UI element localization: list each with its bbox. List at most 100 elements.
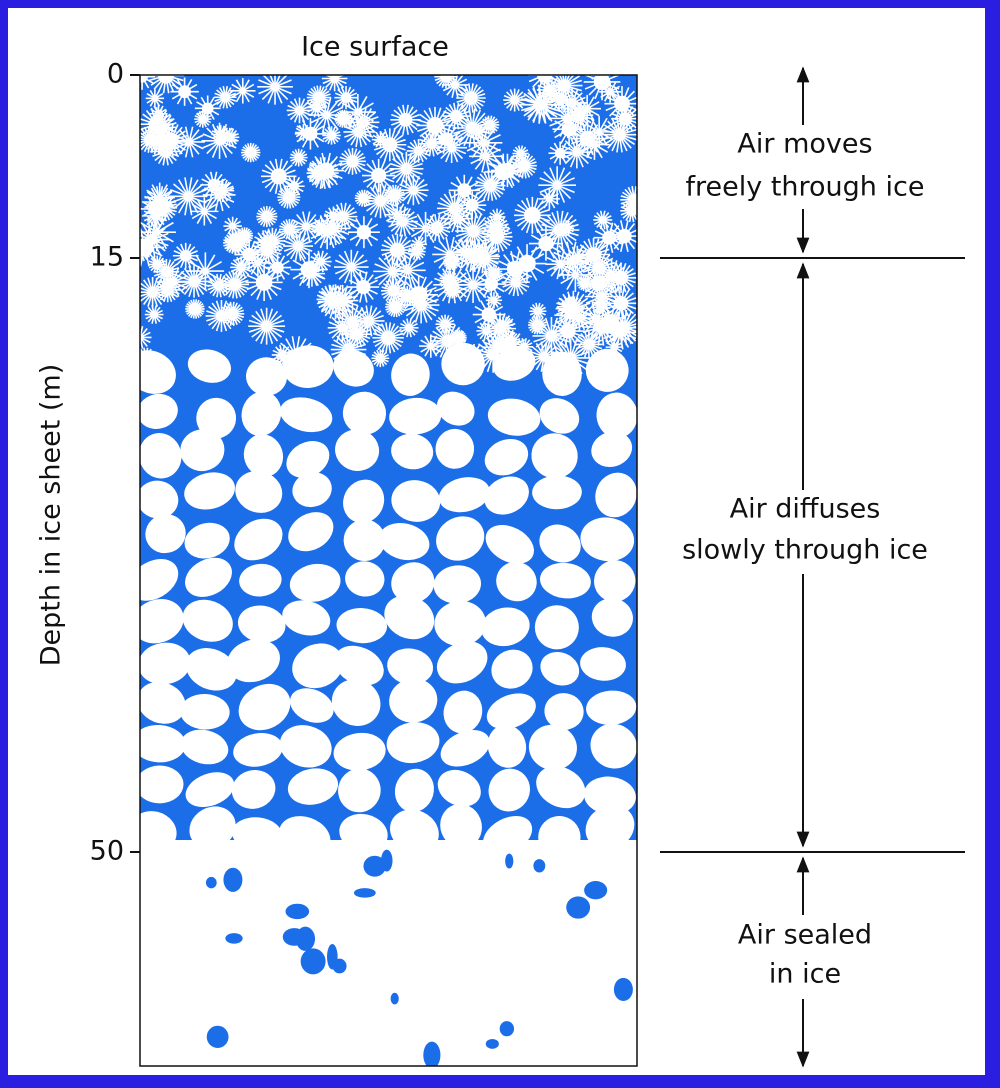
snowflake xyxy=(295,124,312,141)
snowflake xyxy=(289,148,308,167)
grain xyxy=(436,391,475,426)
snowflake xyxy=(546,75,583,104)
snowflake xyxy=(579,301,613,336)
grain xyxy=(145,514,186,554)
grain xyxy=(234,518,283,561)
snowflake xyxy=(584,279,620,314)
snowflake xyxy=(474,170,506,201)
snow-core xyxy=(271,261,284,274)
snowflake xyxy=(343,320,371,348)
snowflake xyxy=(409,211,443,245)
grain xyxy=(180,729,229,765)
snow-core xyxy=(524,207,541,224)
snowflake xyxy=(387,206,418,237)
grain xyxy=(140,599,184,644)
grain xyxy=(331,679,381,726)
snow-core xyxy=(339,114,348,123)
grain xyxy=(140,765,184,804)
snowflake xyxy=(286,97,313,124)
snowflake xyxy=(235,227,254,245)
grain xyxy=(241,391,282,437)
snowflake xyxy=(402,286,440,324)
grain xyxy=(389,678,438,723)
grain xyxy=(289,563,341,602)
snowflake xyxy=(230,256,253,279)
snow-core xyxy=(242,247,256,262)
grain xyxy=(140,642,191,685)
grain xyxy=(488,768,531,812)
snowflake xyxy=(153,258,180,285)
grain xyxy=(538,815,581,859)
snow-core xyxy=(614,296,629,311)
snowflake xyxy=(194,110,212,128)
snowflake xyxy=(306,85,331,110)
grain xyxy=(233,732,283,767)
snowflake xyxy=(436,190,473,227)
snowflake xyxy=(408,242,426,261)
snow-core xyxy=(387,285,399,297)
grain xyxy=(434,600,486,647)
snowflake xyxy=(169,177,208,216)
snowflake xyxy=(579,129,610,160)
bubble xyxy=(300,948,326,975)
snowflake xyxy=(468,245,488,265)
grain xyxy=(140,350,176,394)
snowflake xyxy=(482,332,512,362)
snowflake xyxy=(373,252,412,291)
grain xyxy=(484,476,529,515)
snowflake xyxy=(298,260,325,287)
zone-label: freely through ice xyxy=(686,172,925,203)
snow-core xyxy=(356,279,371,295)
grain xyxy=(590,723,637,769)
snow-core xyxy=(444,276,454,286)
grain xyxy=(282,600,331,636)
snowflake xyxy=(498,331,521,353)
snowflake xyxy=(474,336,512,373)
grain xyxy=(394,768,434,813)
snowflake xyxy=(185,299,205,319)
snowflake xyxy=(290,211,322,242)
grain xyxy=(279,725,332,768)
snow-core xyxy=(376,354,385,363)
grain xyxy=(140,393,178,429)
grain xyxy=(591,598,633,637)
snow-core xyxy=(228,278,242,291)
zone-label: Air moves xyxy=(737,129,872,160)
grain xyxy=(542,351,582,396)
snowflake xyxy=(389,252,426,288)
snowflake xyxy=(523,85,562,124)
snow-core xyxy=(602,230,617,245)
zone-label: in ice xyxy=(769,959,841,990)
grain xyxy=(485,524,534,564)
snowflake xyxy=(443,204,473,234)
grain xyxy=(334,645,384,686)
snowflake xyxy=(339,94,376,131)
grain xyxy=(440,730,490,767)
snow-core xyxy=(179,249,192,262)
snow-core xyxy=(381,330,396,345)
grain xyxy=(435,428,475,469)
snow-core xyxy=(489,229,504,244)
grain xyxy=(580,517,635,562)
snow-core xyxy=(382,137,398,153)
grain xyxy=(227,639,280,683)
bubble xyxy=(390,992,399,1005)
grain xyxy=(282,345,334,388)
grain xyxy=(528,724,577,771)
snowflake xyxy=(173,126,205,158)
zone-label: Air sealed xyxy=(738,920,872,951)
snow-core xyxy=(390,242,405,258)
snowflake xyxy=(560,135,594,169)
snowflake xyxy=(224,229,250,255)
snow-core xyxy=(457,183,472,198)
grain xyxy=(140,433,182,479)
snowflake xyxy=(326,284,359,317)
snowflake xyxy=(548,87,572,111)
grain xyxy=(185,772,235,808)
snow-core xyxy=(371,168,387,184)
grain xyxy=(343,479,385,524)
snow-core xyxy=(554,147,566,159)
snowflake xyxy=(551,241,592,281)
snowflake xyxy=(558,258,593,292)
grain xyxy=(440,803,482,849)
